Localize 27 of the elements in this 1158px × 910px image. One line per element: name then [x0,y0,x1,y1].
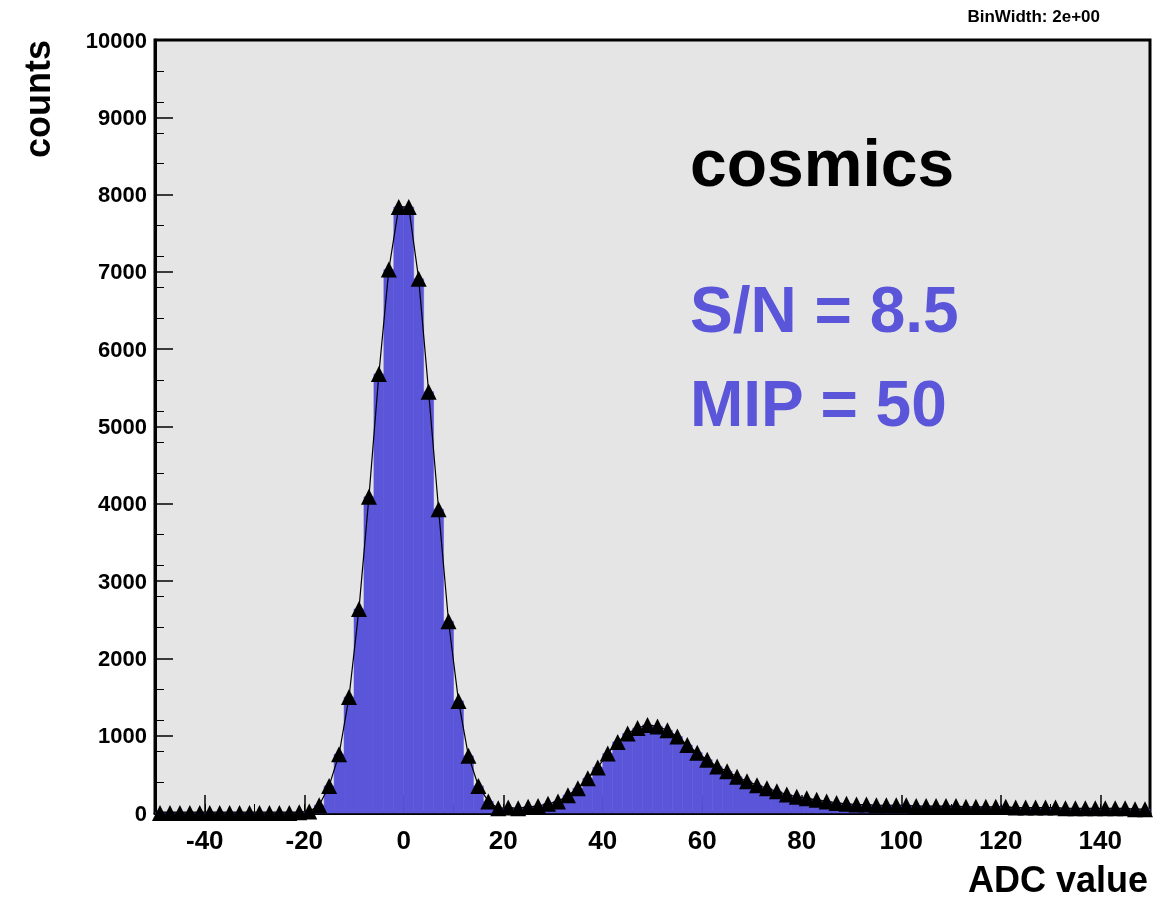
x-tick-label: 140 [1078,825,1122,855]
x-tick-label: 100 [879,825,923,855]
annotation: S/N = 8.5 [690,274,959,346]
y-tick-label: 6000 [98,336,147,362]
y-tick-label: 2000 [98,645,147,671]
annotation: MIP = 50 [690,368,947,440]
y-tick-label: 5000 [98,414,147,439]
y-tick-label: 10000 [85,27,147,53]
y-tick-label: 1000 [98,723,147,749]
x-tick-label: 0 [396,825,411,855]
x-tick-label: 60 [687,825,717,855]
x-tick-label: 120 [979,825,1023,855]
annotation: cosmics [690,126,955,200]
text: BinWidth: 2e+00 [967,7,1101,26]
y-tick-label: 9000 [98,104,147,130]
y-axis-title: counts [16,40,58,159]
y-tick-label: 7000 [98,259,147,285]
y-tick-label: 0 [134,800,147,826]
x-tick-label: -40 [185,825,224,855]
x-tick-label: -20 [285,825,324,855]
x-axis-title: ADC value [967,858,1148,900]
x-tick-label: 40 [588,825,618,855]
x-tick-label: 80 [787,825,817,855]
y-tick-label: 4000 [98,491,147,517]
y-tick-label: 8000 [98,182,147,208]
y-tick-label: 3000 [98,568,147,594]
x-tick-label: 20 [488,825,518,855]
